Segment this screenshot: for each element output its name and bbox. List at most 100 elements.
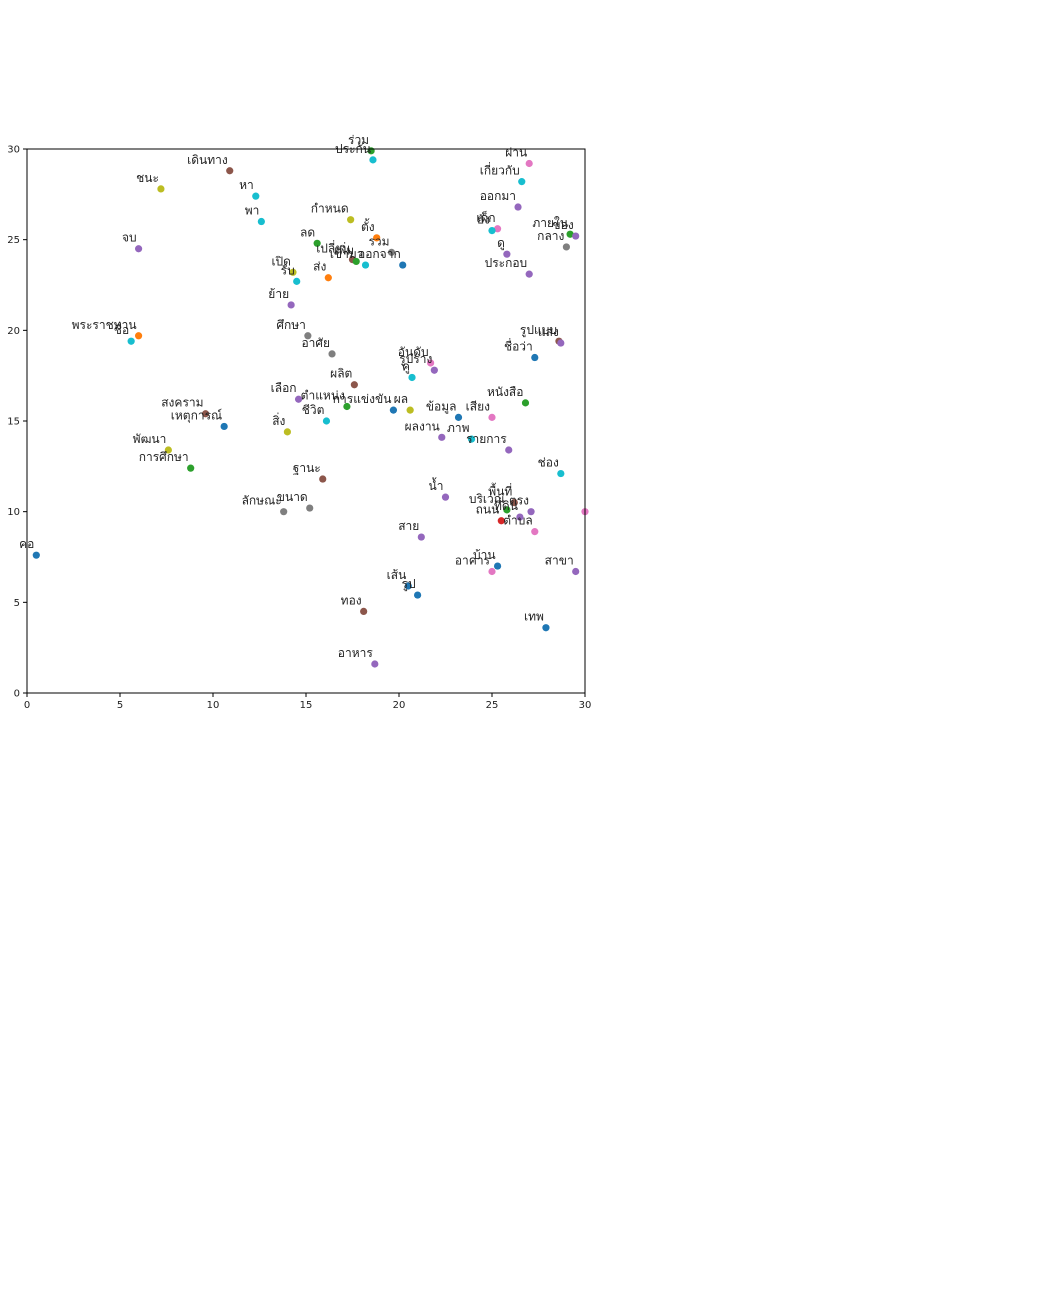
y-tick-label: 10 — [7, 507, 20, 518]
data-point-label: เทพ — [524, 610, 544, 624]
data-point-label: รูป — [402, 577, 416, 592]
data-point-label: ข้อมูล — [426, 399, 457, 414]
data-point — [531, 528, 539, 536]
data-point — [406, 406, 414, 414]
data-point-label: กำหนด — [311, 202, 349, 216]
data-point-label: พัฒนา — [133, 432, 167, 446]
data-point-label: เลือก — [271, 381, 297, 395]
data-point-label: พระราชทาน — [72, 318, 137, 332]
x-tick-label: 15 — [300, 700, 313, 711]
data-point-label: ออกจาก — [358, 247, 401, 261]
data-point — [527, 508, 535, 516]
y-tick-label: 25 — [7, 235, 20, 246]
data-point-label: เสียง — [466, 399, 490, 413]
data-point — [557, 339, 565, 347]
data-point — [226, 167, 234, 175]
data-point — [32, 551, 40, 559]
data-point-label: กลาง — [537, 229, 564, 243]
data-point — [257, 217, 265, 226]
data-point-label: เกี่ยวกับ — [480, 162, 520, 178]
data-point — [280, 508, 288, 516]
data-point — [350, 381, 358, 389]
data-point-label: บ้าน — [473, 548, 496, 562]
data-point-label: ตรง — [509, 494, 529, 508]
x-tick-label: 20 — [393, 700, 406, 711]
data-point-label: เส้น — [387, 568, 407, 582]
data-point — [289, 268, 297, 276]
data-point — [371, 660, 379, 668]
data-point-label: หนังสือ — [487, 385, 524, 399]
data-point — [516, 513, 524, 521]
data-point — [514, 203, 522, 211]
data-point — [187, 464, 195, 472]
data-point — [352, 257, 360, 266]
data-point — [283, 428, 291, 436]
data-point-label: สิ่ง — [272, 412, 285, 428]
data-point-label: ย้าย — [268, 287, 289, 301]
data-point-label: ผ่าน — [505, 146, 527, 160]
data-point-label: ศึกษา — [276, 318, 306, 332]
data-point-label: การแข่งขัน — [333, 392, 392, 406]
data-point — [441, 493, 450, 501]
data-point-label: รวม — [368, 234, 389, 248]
data-point — [322, 417, 331, 425]
x-tick-label: 10 — [207, 700, 220, 711]
data-point-label: ตั้ง — [361, 218, 375, 234]
data-point — [505, 446, 513, 454]
data-point — [525, 270, 533, 278]
data-point — [510, 499, 518, 507]
data-point-label: เหตุการณ์ — [171, 408, 222, 423]
data-point — [157, 185, 165, 193]
data-point — [389, 406, 398, 414]
data-point-label: อาศัย — [301, 336, 330, 350]
data-point-label: อันดับ — [398, 345, 429, 359]
data-point-label: รูปร่าง — [399, 352, 432, 367]
data-point — [438, 433, 446, 441]
data-point — [343, 402, 351, 411]
data-point-label: ผลงาน — [405, 419, 440, 433]
data-point — [417, 533, 425, 541]
data-point — [399, 261, 407, 269]
data-point — [430, 366, 438, 374]
data-point-label: เปลี่ยน — [316, 240, 350, 256]
data-point — [493, 225, 502, 233]
data-point — [488, 227, 496, 235]
data-point-label: การศึกษา — [139, 450, 189, 464]
data-point — [493, 562, 502, 570]
data-point — [328, 350, 336, 358]
data-point — [542, 624, 550, 632]
data-point-label: เพิ่ม — [334, 241, 354, 257]
data-point — [294, 395, 303, 403]
data-point — [497, 517, 505, 525]
data-point — [304, 332, 312, 340]
x-tick-label: 0 — [24, 700, 30, 711]
data-point — [488, 413, 496, 421]
data-point-label: คู่ — [402, 359, 410, 374]
data-point — [313, 239, 321, 247]
data-point — [135, 245, 143, 253]
data-point-label: สาขา — [545, 554, 574, 568]
data-point — [408, 373, 416, 382]
data-point-label: รายการ — [466, 432, 507, 446]
data-point-label: น้ำ — [429, 477, 444, 493]
data-point — [531, 353, 539, 362]
data-point-label: ตำบล — [503, 514, 533, 528]
data-point-label: ผลิต — [330, 367, 352, 381]
data-point-label: ที่ดิน — [494, 497, 518, 513]
data-point-label: หา — [239, 178, 254, 192]
data-point — [562, 243, 571, 251]
data-point-label: สงคราม — [161, 396, 203, 410]
data-point — [127, 337, 135, 345]
data-point — [135, 332, 143, 340]
data-point-label: อาหาร — [338, 646, 374, 660]
data-point — [414, 591, 422, 599]
data-point-label: ผล — [394, 392, 408, 406]
data-point-label: สาย — [398, 519, 419, 533]
data-point-label: เข้ามา — [330, 247, 364, 261]
data-point-label: ฐานะ — [293, 461, 321, 475]
data-point-label: รูปแบบ — [520, 323, 557, 338]
data-point — [566, 230, 574, 238]
axis-ticks: 0 5 10 15 20 25 30 0 5 10 15 20 25 30 — [7, 145, 591, 712]
data-points — [32, 147, 589, 668]
y-tick-label: 15 — [7, 417, 20, 428]
